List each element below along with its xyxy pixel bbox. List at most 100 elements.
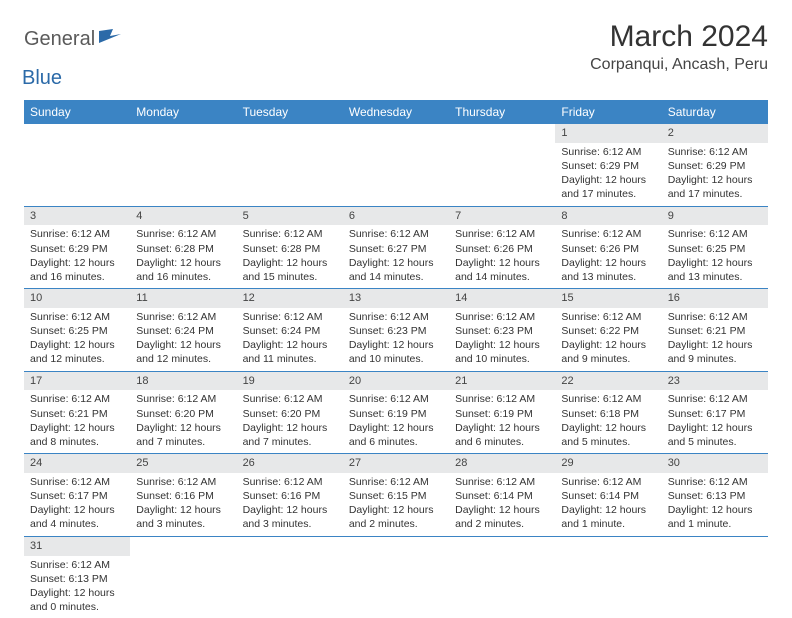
logo-text-blue: Blue: [22, 67, 62, 90]
day-details: Sunrise: 6:12 AMSunset: 6:19 PMDaylight:…: [343, 390, 449, 453]
sunset-text: Sunset: 6:21 PM: [668, 324, 762, 338]
calendar-cell: 26Sunrise: 6:12 AMSunset: 6:16 PMDayligh…: [237, 454, 343, 537]
day-number: 27: [343, 454, 449, 473]
daylight-text: Daylight: 12 hours and 10 minutes.: [349, 338, 443, 366]
daylight-text: Daylight: 12 hours and 11 minutes.: [243, 338, 337, 366]
page-header: GeneralBlue March 2024 Corpanqui, Ancash…: [24, 20, 768, 90]
daylight-text: Daylight: 12 hours and 12 minutes.: [30, 338, 124, 366]
weekday-header: Saturday: [662, 100, 768, 124]
day-number: 30: [662, 454, 768, 473]
day-details: Sunrise: 6:12 AMSunset: 6:28 PMDaylight:…: [237, 225, 343, 288]
day-details: Sunrise: 6:12 AMSunset: 6:16 PMDaylight:…: [237, 473, 343, 536]
sunrise-text: Sunrise: 6:12 AM: [561, 310, 655, 324]
sunset-text: Sunset: 6:29 PM: [561, 159, 655, 173]
sunrise-text: Sunrise: 6:12 AM: [349, 475, 443, 489]
day-details: Sunrise: 6:12 AMSunset: 6:21 PMDaylight:…: [24, 390, 130, 453]
sunset-text: Sunset: 6:15 PM: [349, 489, 443, 503]
weekday-header-row: Sunday Monday Tuesday Wednesday Thursday…: [24, 100, 768, 124]
calendar-body: 1Sunrise: 6:12 AMSunset: 6:29 PMDaylight…: [24, 124, 768, 618]
sunrise-text: Sunrise: 6:12 AM: [349, 227, 443, 241]
sunset-text: Sunset: 6:13 PM: [668, 489, 762, 503]
calendar-cell: 12Sunrise: 6:12 AMSunset: 6:24 PMDayligh…: [237, 289, 343, 372]
sunrise-text: Sunrise: 6:12 AM: [243, 310, 337, 324]
sunrise-text: Sunrise: 6:12 AM: [561, 227, 655, 241]
sunset-text: Sunset: 6:19 PM: [349, 407, 443, 421]
calendar-table: Sunday Monday Tuesday Wednesday Thursday…: [24, 100, 768, 618]
day-number: 3: [24, 207, 130, 226]
weekday-header: Tuesday: [237, 100, 343, 124]
day-details: Sunrise: 6:12 AMSunset: 6:28 PMDaylight:…: [130, 225, 236, 288]
day-number: 14: [449, 289, 555, 308]
sunrise-text: Sunrise: 6:12 AM: [136, 310, 230, 324]
day-details: Sunrise: 6:12 AMSunset: 6:29 PMDaylight:…: [662, 143, 768, 206]
day-details: Sunrise: 6:12 AMSunset: 6:26 PMDaylight:…: [449, 225, 555, 288]
daylight-text: Daylight: 12 hours and 4 minutes.: [30, 503, 124, 531]
sunset-text: Sunset: 6:13 PM: [30, 572, 124, 586]
flag-icon: [99, 29, 121, 43]
calendar-row: 1Sunrise: 6:12 AMSunset: 6:29 PMDaylight…: [24, 124, 768, 206]
calendar-cell: [449, 536, 555, 618]
day-number: 9: [662, 207, 768, 226]
day-number: 24: [24, 454, 130, 473]
calendar-cell: 11Sunrise: 6:12 AMSunset: 6:24 PMDayligh…: [130, 289, 236, 372]
daylight-text: Daylight: 12 hours and 6 minutes.: [349, 421, 443, 449]
sunset-text: Sunset: 6:26 PM: [561, 242, 655, 256]
calendar-cell: 7Sunrise: 6:12 AMSunset: 6:26 PMDaylight…: [449, 206, 555, 289]
sunrise-text: Sunrise: 6:12 AM: [243, 392, 337, 406]
day-number: 4: [130, 207, 236, 226]
day-number: 11: [130, 289, 236, 308]
day-number: 1: [555, 124, 661, 143]
sunset-text: Sunset: 6:18 PM: [561, 407, 655, 421]
calendar-cell: [237, 536, 343, 618]
calendar-cell: [662, 536, 768, 618]
sunrise-text: Sunrise: 6:12 AM: [668, 392, 762, 406]
sunset-text: Sunset: 6:24 PM: [136, 324, 230, 338]
day-number: 13: [343, 289, 449, 308]
day-number: 16: [662, 289, 768, 308]
day-number: 12: [237, 289, 343, 308]
calendar-cell: 25Sunrise: 6:12 AMSunset: 6:16 PMDayligh…: [130, 454, 236, 537]
calendar-row: 31Sunrise: 6:12 AMSunset: 6:13 PMDayligh…: [24, 536, 768, 618]
logo-text-general: General: [24, 28, 95, 51]
day-number: 18: [130, 372, 236, 391]
daylight-text: Daylight: 12 hours and 13 minutes.: [561, 256, 655, 284]
sunset-text: Sunset: 6:22 PM: [561, 324, 655, 338]
calendar-cell: [237, 124, 343, 206]
daylight-text: Daylight: 12 hours and 15 minutes.: [243, 256, 337, 284]
day-details: Sunrise: 6:12 AMSunset: 6:21 PMDaylight:…: [662, 308, 768, 371]
day-number: 8: [555, 207, 661, 226]
daylight-text: Daylight: 12 hours and 2 minutes.: [349, 503, 443, 531]
daylight-text: Daylight: 12 hours and 7 minutes.: [136, 421, 230, 449]
calendar-cell: 4Sunrise: 6:12 AMSunset: 6:28 PMDaylight…: [130, 206, 236, 289]
daylight-text: Daylight: 12 hours and 1 minute.: [668, 503, 762, 531]
calendar-cell: [24, 124, 130, 206]
calendar-cell: [130, 536, 236, 618]
daylight-text: Daylight: 12 hours and 9 minutes.: [561, 338, 655, 366]
daylight-text: Daylight: 12 hours and 13 minutes.: [668, 256, 762, 284]
sunrise-text: Sunrise: 6:12 AM: [668, 475, 762, 489]
sunset-text: Sunset: 6:16 PM: [243, 489, 337, 503]
daylight-text: Daylight: 12 hours and 5 minutes.: [561, 421, 655, 449]
calendar-cell: [449, 124, 555, 206]
sunset-text: Sunset: 6:20 PM: [136, 407, 230, 421]
sunset-text: Sunset: 6:29 PM: [668, 159, 762, 173]
sunrise-text: Sunrise: 6:12 AM: [668, 145, 762, 159]
day-number: 25: [130, 454, 236, 473]
sunrise-text: Sunrise: 6:12 AM: [30, 392, 124, 406]
sunset-text: Sunset: 6:17 PM: [30, 489, 124, 503]
sunrise-text: Sunrise: 6:12 AM: [30, 227, 124, 241]
calendar-cell: 13Sunrise: 6:12 AMSunset: 6:23 PMDayligh…: [343, 289, 449, 372]
day-number: 22: [555, 372, 661, 391]
calendar-cell: 20Sunrise: 6:12 AMSunset: 6:19 PMDayligh…: [343, 371, 449, 454]
daylight-text: Daylight: 12 hours and 0 minutes.: [30, 586, 124, 614]
sunset-text: Sunset: 6:17 PM: [668, 407, 762, 421]
daylight-text: Daylight: 12 hours and 10 minutes.: [455, 338, 549, 366]
calendar-cell: 21Sunrise: 6:12 AMSunset: 6:19 PMDayligh…: [449, 371, 555, 454]
day-details: Sunrise: 6:12 AMSunset: 6:26 PMDaylight:…: [555, 225, 661, 288]
day-number: 10: [24, 289, 130, 308]
day-details: Sunrise: 6:12 AMSunset: 6:20 PMDaylight:…: [237, 390, 343, 453]
sunrise-text: Sunrise: 6:12 AM: [136, 227, 230, 241]
daylight-text: Daylight: 12 hours and 14 minutes.: [349, 256, 443, 284]
day-details: Sunrise: 6:12 AMSunset: 6:22 PMDaylight:…: [555, 308, 661, 371]
calendar-cell: 9Sunrise: 6:12 AMSunset: 6:25 PMDaylight…: [662, 206, 768, 289]
